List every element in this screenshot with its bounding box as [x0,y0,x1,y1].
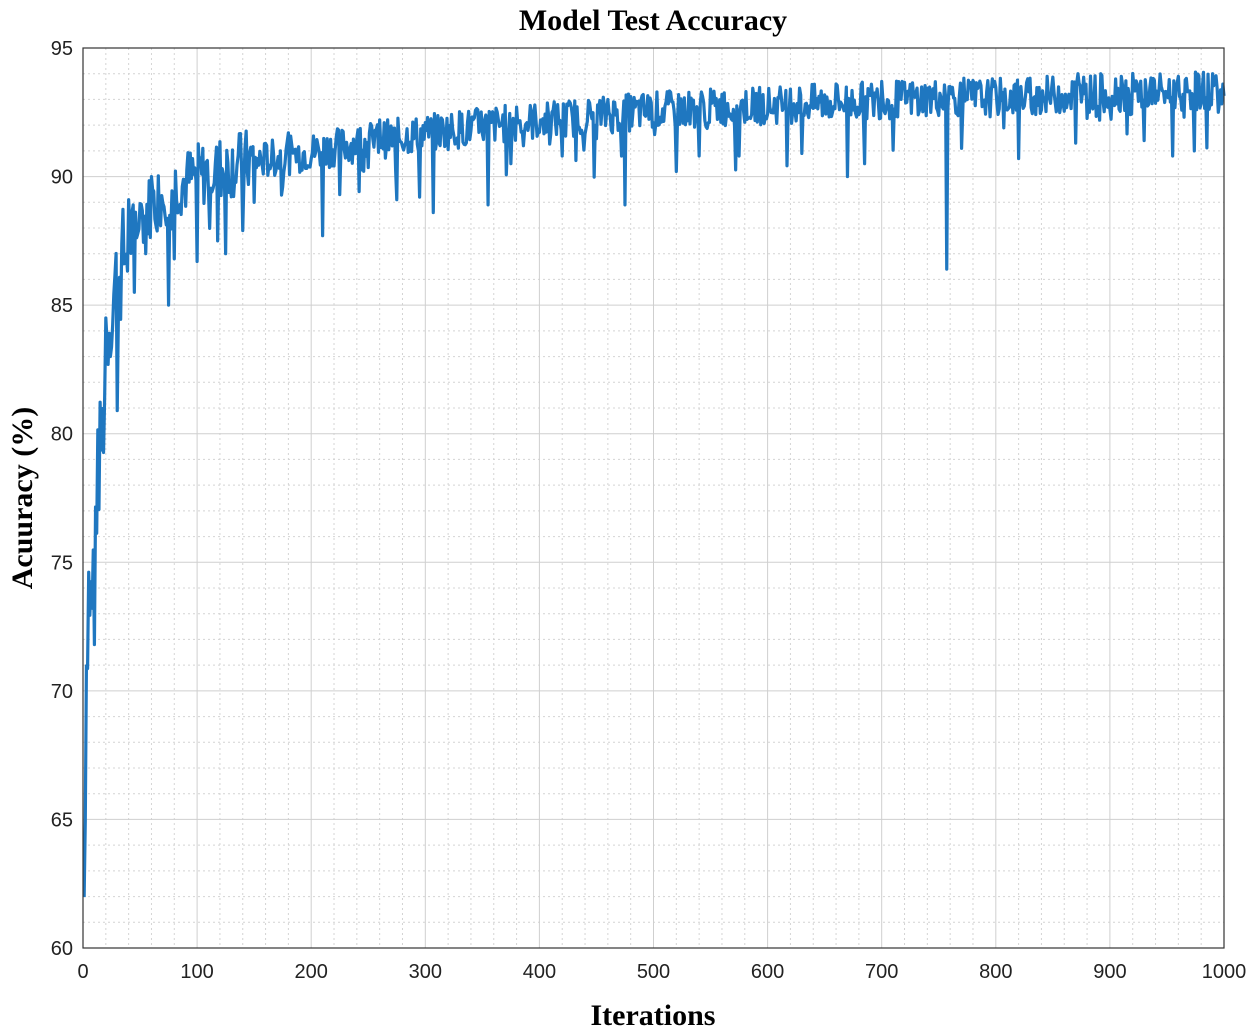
y-tick-label: 70 [51,681,73,703]
x-tick-label: 100 [180,961,213,983]
x-tick-label: 800 [979,961,1012,983]
plot-frame [82,47,1225,949]
x-tick-label: 200 [295,961,328,983]
x-tick-label: 1000 [1202,961,1247,983]
x-tick-label: 700 [865,961,898,983]
x-tick-label: 300 [409,961,442,983]
y-tick-label: 60 [51,938,73,960]
x-tick-labels: 0 100 200 300 400 500 600 700 800 900 1000 [77,961,1246,983]
accuracy-line [82,70,1226,898]
x-tick-label: 500 [637,961,670,983]
y-tick-labels: 60 65 70 75 80 85 90 95 [51,38,73,960]
x-tick-label: 400 [523,961,556,983]
series-layer [82,70,1226,898]
y-tick-label: 90 [51,167,73,189]
x-tick-label: 0 [77,961,88,983]
y-axis-label: Acuuracy (%) [6,407,39,589]
y-tick-label: 85 [51,295,73,317]
x-tick-label: 600 [751,961,784,983]
x-tick-label: 900 [1093,961,1126,983]
y-tick-label: 65 [51,809,73,831]
chart-title: Model Test Accuracy [519,4,787,37]
x-axis-label: Iterations [591,999,716,1032]
major-grid [82,47,1225,949]
y-tick-label: 95 [51,38,73,60]
y-tick-label: 75 [51,552,73,574]
y-tick-label: 80 [51,424,73,446]
